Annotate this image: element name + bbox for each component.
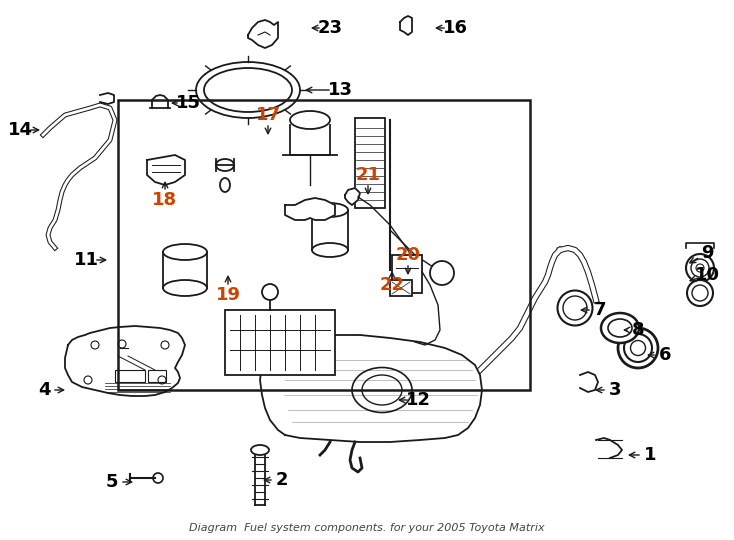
Ellipse shape <box>196 62 300 118</box>
Ellipse shape <box>300 387 360 417</box>
Text: 8: 8 <box>632 321 644 339</box>
Bar <box>225 310 335 375</box>
Ellipse shape <box>686 254 714 282</box>
Bar <box>312 210 348 250</box>
Polygon shape <box>248 20 278 48</box>
Ellipse shape <box>618 328 658 368</box>
Text: 3: 3 <box>608 381 621 399</box>
Ellipse shape <box>163 244 207 260</box>
Text: 1: 1 <box>644 446 656 464</box>
Bar <box>115 370 145 382</box>
Ellipse shape <box>312 243 348 257</box>
Ellipse shape <box>163 280 207 296</box>
Text: 9: 9 <box>701 244 713 262</box>
Ellipse shape <box>624 334 652 362</box>
Ellipse shape <box>216 159 234 171</box>
Polygon shape <box>345 188 360 205</box>
Bar <box>392 255 422 293</box>
Bar <box>355 118 385 208</box>
Text: 20: 20 <box>396 246 421 264</box>
Text: 18: 18 <box>153 191 178 209</box>
Text: 10: 10 <box>694 266 719 284</box>
Text: 16: 16 <box>443 19 468 37</box>
Bar <box>118 100 530 390</box>
Text: 12: 12 <box>405 391 431 409</box>
Text: 4: 4 <box>37 381 50 399</box>
Ellipse shape <box>306 392 354 412</box>
Text: 21: 21 <box>355 166 380 184</box>
Ellipse shape <box>687 280 713 306</box>
Polygon shape <box>260 335 482 442</box>
Ellipse shape <box>290 111 330 129</box>
Bar <box>148 370 166 382</box>
Ellipse shape <box>631 341 645 355</box>
Ellipse shape <box>601 313 639 343</box>
Bar <box>163 252 207 288</box>
Text: 15: 15 <box>175 94 200 112</box>
Ellipse shape <box>692 285 708 301</box>
Polygon shape <box>285 198 335 220</box>
Circle shape <box>262 284 278 300</box>
Bar <box>390 280 412 296</box>
Text: 6: 6 <box>658 346 672 364</box>
Ellipse shape <box>251 445 269 455</box>
Text: 11: 11 <box>73 251 98 269</box>
Ellipse shape <box>312 203 348 217</box>
Text: 22: 22 <box>379 276 404 294</box>
Text: 2: 2 <box>276 471 288 489</box>
Ellipse shape <box>691 259 709 277</box>
Ellipse shape <box>696 264 704 272</box>
Text: 13: 13 <box>327 81 352 99</box>
Text: 5: 5 <box>106 473 118 491</box>
Ellipse shape <box>608 319 632 337</box>
Ellipse shape <box>204 68 292 112</box>
Text: Diagram  Fuel system components. for your 2005 Toyota Matrix: Diagram Fuel system components. for your… <box>189 523 545 533</box>
Circle shape <box>430 261 454 285</box>
Text: 19: 19 <box>216 286 241 304</box>
Polygon shape <box>400 16 412 35</box>
Text: 14: 14 <box>7 121 32 139</box>
Polygon shape <box>65 326 185 396</box>
Text: 23: 23 <box>318 19 343 37</box>
Text: 7: 7 <box>594 301 606 319</box>
Text: 17: 17 <box>255 106 280 124</box>
Polygon shape <box>147 155 185 185</box>
Ellipse shape <box>220 178 230 192</box>
